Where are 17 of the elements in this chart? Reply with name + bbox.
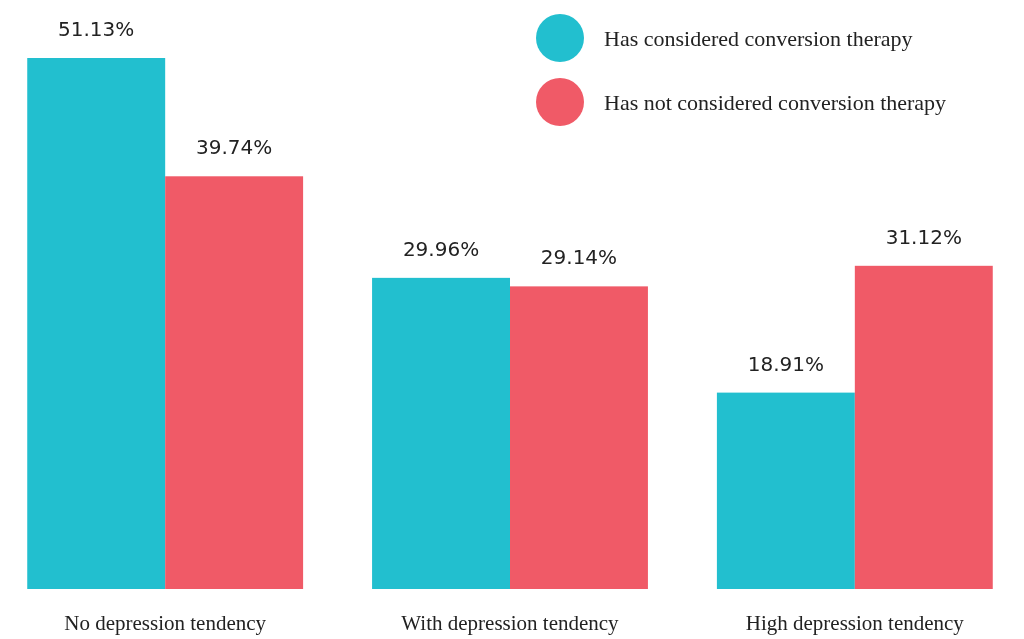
bar [854, 265, 993, 589]
legend-label: Has considered conversion therapy [604, 26, 913, 51]
x-tick-label: With depression tendency [401, 611, 620, 635]
bar [372, 277, 510, 589]
data-label: 18.91% [747, 351, 824, 376]
legend-label: Has not considered conversion therapy [604, 90, 947, 115]
bar [165, 176, 304, 589]
x-tick-label: No depression tendency [64, 611, 267, 635]
data-label: 31.12% [885, 224, 962, 249]
bar [27, 58, 166, 589]
data-label: 51.13% [58, 17, 135, 41]
data-label: 29.14% [540, 245, 618, 270]
bar [716, 392, 855, 589]
x-tick-label: High depression tendency [745, 611, 965, 635]
bar [510, 286, 648, 589]
data-label: 39.74% [196, 135, 273, 160]
data-label: 29.96% [402, 236, 480, 261]
